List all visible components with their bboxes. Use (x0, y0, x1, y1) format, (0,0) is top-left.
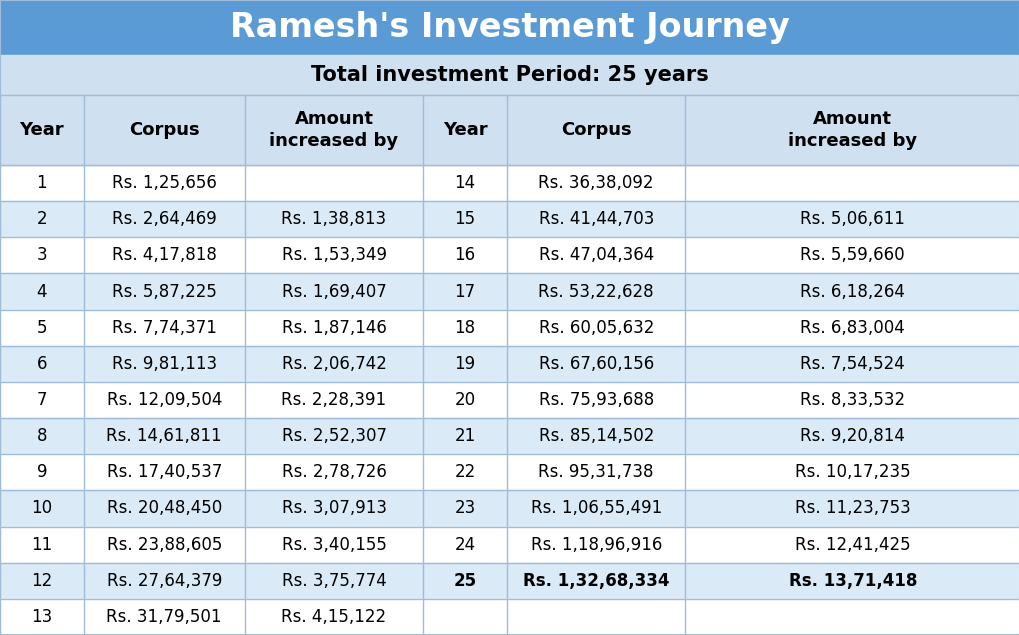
Text: Rs. 4,15,122: Rs. 4,15,122 (281, 608, 386, 626)
Text: Rs. 12,41,425: Rs. 12,41,425 (794, 535, 910, 554)
Bar (0, 0, 1019, 55)
Text: 25: 25 (453, 572, 476, 590)
Text: Rs. 85,14,502: Rs. 85,14,502 (538, 427, 653, 445)
Bar (0, 418, 1019, 454)
Bar (0, 563, 1019, 599)
Text: Rs. 75,93,688: Rs. 75,93,688 (538, 391, 653, 409)
Bar (0, 165, 1019, 201)
Text: Rs. 1,53,349: Rs. 1,53,349 (281, 246, 386, 264)
Text: Rs. 60,05,632: Rs. 60,05,632 (538, 319, 653, 337)
Text: 2: 2 (37, 210, 47, 228)
Text: Rs. 41,44,703: Rs. 41,44,703 (538, 210, 653, 228)
Bar (0, 454, 1019, 490)
Text: 4: 4 (37, 283, 47, 300)
Bar (0, 599, 1019, 635)
Text: Rs. 95,31,738: Rs. 95,31,738 (538, 464, 653, 481)
Text: Rs. 1,18,96,916: Rs. 1,18,96,916 (530, 535, 661, 554)
Text: Rs. 1,69,407: Rs. 1,69,407 (281, 283, 386, 300)
Text: Rs. 1,25,656: Rs. 1,25,656 (112, 174, 216, 192)
Text: Rs. 31,79,501: Rs. 31,79,501 (106, 608, 222, 626)
Text: 3: 3 (37, 246, 47, 264)
Text: 18: 18 (454, 319, 475, 337)
Text: 10: 10 (32, 500, 52, 518)
Text: Rs. 5,06,611: Rs. 5,06,611 (800, 210, 904, 228)
Text: Rs. 2,64,469: Rs. 2,64,469 (112, 210, 216, 228)
Bar (0, 274, 1019, 310)
Text: Rs. 17,40,537: Rs. 17,40,537 (106, 464, 222, 481)
Bar (0, 346, 1019, 382)
Text: Rs. 67,60,156: Rs. 67,60,156 (538, 355, 653, 373)
Text: Rs. 5,59,660: Rs. 5,59,660 (800, 246, 904, 264)
Bar (0, 310, 1019, 346)
Text: Rs. 3,75,774: Rs. 3,75,774 (281, 572, 386, 590)
Text: Total investment Period: 25 years: Total investment Period: 25 years (311, 65, 708, 85)
Text: 20: 20 (454, 391, 475, 409)
Text: Year: Year (442, 121, 487, 139)
Text: 11: 11 (32, 535, 52, 554)
Text: 17: 17 (454, 283, 475, 300)
Text: Rs. 2,06,742: Rs. 2,06,742 (281, 355, 386, 373)
Bar (0, 526, 1019, 563)
Text: 7: 7 (37, 391, 47, 409)
Text: Rs. 1,38,813: Rs. 1,38,813 (281, 210, 386, 228)
Text: Rs. 12,09,504: Rs. 12,09,504 (106, 391, 222, 409)
Bar (0, 237, 1019, 274)
Text: Rs. 4,17,818: Rs. 4,17,818 (112, 246, 216, 264)
Bar (0, 55, 1019, 95)
Text: 6: 6 (37, 355, 47, 373)
Text: Rs. 3,40,155: Rs. 3,40,155 (281, 535, 386, 554)
Bar (0, 382, 1019, 418)
Text: Rs. 23,88,605: Rs. 23,88,605 (106, 535, 222, 554)
Text: Rs. 8,33,532: Rs. 8,33,532 (799, 391, 905, 409)
Text: 13: 13 (32, 608, 52, 626)
Text: 23: 23 (454, 500, 475, 518)
Text: Amount
increased by: Amount increased by (269, 110, 398, 150)
Text: Rs. 47,04,364: Rs. 47,04,364 (538, 246, 653, 264)
Text: Corpus: Corpus (128, 121, 200, 139)
Text: Rs. 6,83,004: Rs. 6,83,004 (800, 319, 904, 337)
Text: Rs. 2,28,391: Rs. 2,28,391 (281, 391, 386, 409)
Text: Rs. 14,61,811: Rs. 14,61,811 (106, 427, 222, 445)
Text: 12: 12 (32, 572, 52, 590)
Bar (0, 490, 1019, 526)
Bar (0, 95, 1019, 165)
Text: Corpus: Corpus (560, 121, 631, 139)
Text: Amount
increased by: Amount increased by (788, 110, 916, 150)
Text: Rs. 6,18,264: Rs. 6,18,264 (800, 283, 904, 300)
Text: Rs. 11,23,753: Rs. 11,23,753 (794, 500, 910, 518)
Text: 16: 16 (454, 246, 475, 264)
Text: 21: 21 (454, 427, 475, 445)
Text: Rs. 2,52,307: Rs. 2,52,307 (281, 427, 386, 445)
Text: 24: 24 (454, 535, 475, 554)
Text: Rs. 7,54,524: Rs. 7,54,524 (800, 355, 904, 373)
Text: 15: 15 (454, 210, 475, 228)
Text: Rs. 20,48,450: Rs. 20,48,450 (107, 500, 221, 518)
Text: Rs. 27,64,379: Rs. 27,64,379 (106, 572, 222, 590)
Text: Ramesh's Investment Journey: Ramesh's Investment Journey (230, 11, 789, 44)
Text: 9: 9 (37, 464, 47, 481)
Text: Year: Year (19, 121, 64, 139)
Text: 5: 5 (37, 319, 47, 337)
Text: 14: 14 (454, 174, 475, 192)
Text: Rs. 9,81,113: Rs. 9,81,113 (111, 355, 217, 373)
Text: Rs. 9,20,814: Rs. 9,20,814 (800, 427, 904, 445)
Text: 1: 1 (37, 174, 47, 192)
Text: Rs. 7,74,371: Rs. 7,74,371 (112, 319, 216, 337)
Text: Rs. 5,87,225: Rs. 5,87,225 (112, 283, 216, 300)
Text: Rs. 3,07,913: Rs. 3,07,913 (281, 500, 386, 518)
Text: Rs. 1,87,146: Rs. 1,87,146 (281, 319, 386, 337)
Text: Rs. 1,32,68,334: Rs. 1,32,68,334 (523, 572, 668, 590)
Text: Rs. 13,71,418: Rs. 13,71,418 (788, 572, 916, 590)
Text: 8: 8 (37, 427, 47, 445)
Bar (0, 201, 1019, 237)
Text: Rs. 2,78,726: Rs. 2,78,726 (281, 464, 386, 481)
Text: 19: 19 (454, 355, 475, 373)
Text: Rs. 36,38,092: Rs. 36,38,092 (538, 174, 653, 192)
Text: Rs. 1,06,55,491: Rs. 1,06,55,491 (530, 500, 661, 518)
Text: Rs. 10,17,235: Rs. 10,17,235 (794, 464, 910, 481)
Text: Rs. 53,22,628: Rs. 53,22,628 (538, 283, 653, 300)
Text: 22: 22 (454, 464, 475, 481)
